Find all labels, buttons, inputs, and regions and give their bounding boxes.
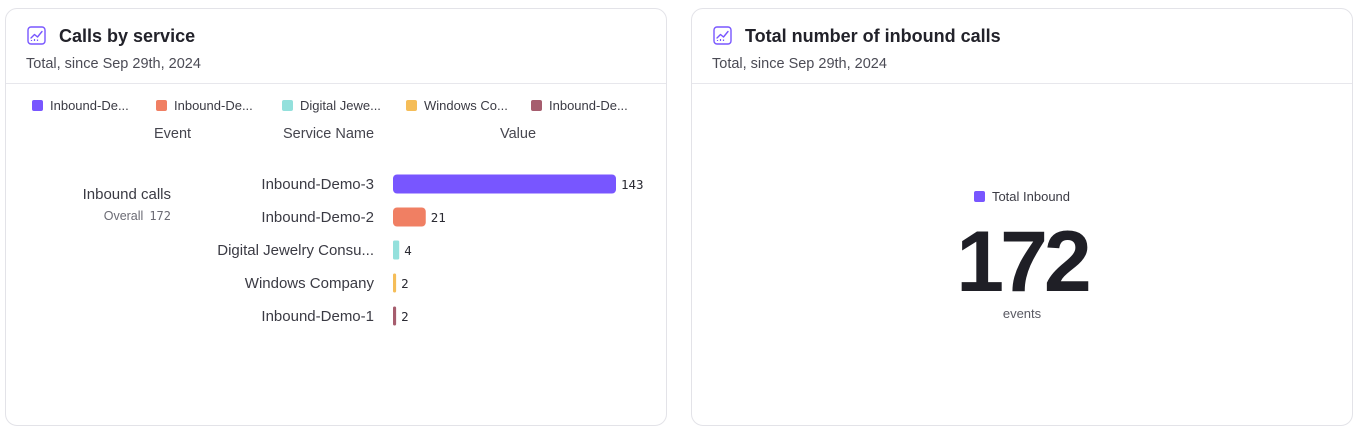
legend-label: Total Inbound — [991, 189, 1071, 204]
value-label: 2 — [401, 276, 409, 291]
legend-label: Inbound-De... — [50, 97, 129, 113]
value-label: 4 — [404, 243, 412, 258]
legend-item[interactable]: Windows Co... — [406, 96, 508, 114]
value-label: 21 — [431, 210, 446, 225]
bar[interactable] — [393, 273, 397, 293]
bar[interactable] — [393, 306, 397, 326]
category-label: Inbound-Demo-3 — [261, 176, 374, 193]
legend-item[interactable]: Inbound-De... — [531, 96, 628, 114]
legend-label: Inbound-De... — [174, 97, 253, 113]
category-label: Windows Company — [245, 275, 375, 292]
legend-swatch — [282, 99, 293, 111]
card-subtitle: Total, since Sep 29th, 2024 — [26, 56, 201, 72]
calls-by-service-card: Calls by service Total, since Sep 29th, … — [5, 8, 667, 426]
bar[interactable] — [393, 207, 426, 227]
category-label: Inbound-Demo-1 — [261, 308, 374, 325]
value-label: 2 — [401, 309, 409, 324]
event-name: Inbound calls — [82, 186, 171, 203]
card-title[interactable]: Total number of inbound calls — [745, 26, 1001, 46]
card-subtitle: Total, since Sep 29th, 2024 — [712, 56, 887, 72]
legend-label: Inbound-De... — [549, 97, 628, 113]
event-total-value: 172 — [149, 209, 171, 223]
column-header-value: Value — [500, 126, 537, 142]
legend-label: Windows Co... — [424, 97, 508, 113]
legend-swatch — [406, 99, 417, 111]
legend-swatch — [32, 99, 43, 111]
legend-label: Digital Jewe... — [300, 97, 381, 113]
legend-swatch — [531, 99, 542, 111]
value-label: 143 — [621, 177, 644, 192]
legend-item[interactable]: Inbound-De... — [32, 96, 129, 114]
card-header: Calls by service Total, since Sep 29th, … — [6, 9, 666, 84]
legend-item[interactable]: Digital Jewe... — [282, 96, 381, 114]
bar[interactable] — [393, 174, 616, 194]
event-total: Overall 172 — [104, 209, 171, 223]
metric-value: 172 — [956, 214, 1092, 310]
category-label: Inbound-Demo-2 — [261, 209, 374, 226]
card-header: Total number of inbound calls Total, sin… — [692, 9, 1352, 84]
bar-chart: Inbound-Demo-3 143 Inbound-Demo-2 21 Digital… — [217, 174, 644, 326]
event-total-label: Overall — [103, 209, 144, 223]
metric-unit: events — [1002, 306, 1042, 321]
metric-legend: Total Inbound — [692, 189, 1352, 204]
legend-item[interactable]: Inbound-De... — [156, 96, 253, 114]
column-header-event: Event — [154, 126, 192, 142]
bar[interactable] — [393, 240, 400, 260]
legend-swatch — [156, 99, 167, 111]
card-title[interactable]: Calls by service — [59, 26, 196, 46]
legend-swatch — [973, 191, 985, 202]
total-inbound-card: Total number of inbound calls Total, sin… — [691, 8, 1353, 426]
chart-legend: Inbound-De... Inbound-De... Digital Jewe..… — [32, 96, 656, 114]
line-chart-icon — [27, 26, 46, 45]
category-label: Digital Jewelry Consu... — [217, 242, 374, 259]
column-header-service: Service Name — [283, 126, 375, 142]
line-chart-icon — [713, 26, 732, 45]
